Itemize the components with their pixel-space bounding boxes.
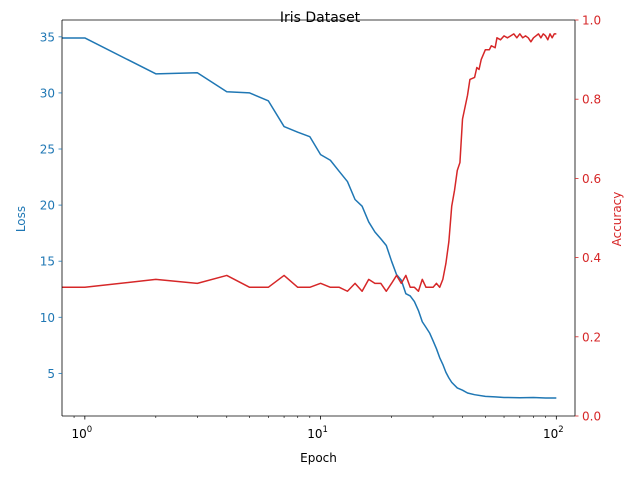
accuracy-line — [62, 33, 557, 293]
y-right-tick-label: 0.0 — [582, 410, 601, 424]
y-left-tick-label: 5 — [47, 367, 55, 381]
y-left-tick-label: 25 — [40, 143, 55, 157]
y-right-tick-label: 0.8 — [582, 93, 601, 107]
y-left-tick-label: 10 — [40, 311, 55, 325]
y-left-tick-label: 30 — [40, 86, 55, 100]
y-right-tick-label: 1.0 — [582, 14, 601, 28]
loss-line — [62, 37, 557, 399]
y-left-tick-label: 20 — [40, 199, 55, 213]
y-right-tick-label: 0.2 — [582, 330, 601, 344]
x-axis-label: Epoch — [300, 451, 337, 465]
y-left-tick-label: 35 — [40, 30, 55, 44]
y-axis-label-loss: Loss — [14, 206, 28, 232]
y-right-tick-label: 0.4 — [582, 251, 601, 265]
y-axis-label-accuracy: Accuracy — [610, 192, 624, 247]
chart-title: Iris Dataset — [280, 10, 361, 26]
y-left-tick-label: 15 — [40, 255, 55, 269]
y-right-tick-label: 0.6 — [582, 172, 601, 186]
